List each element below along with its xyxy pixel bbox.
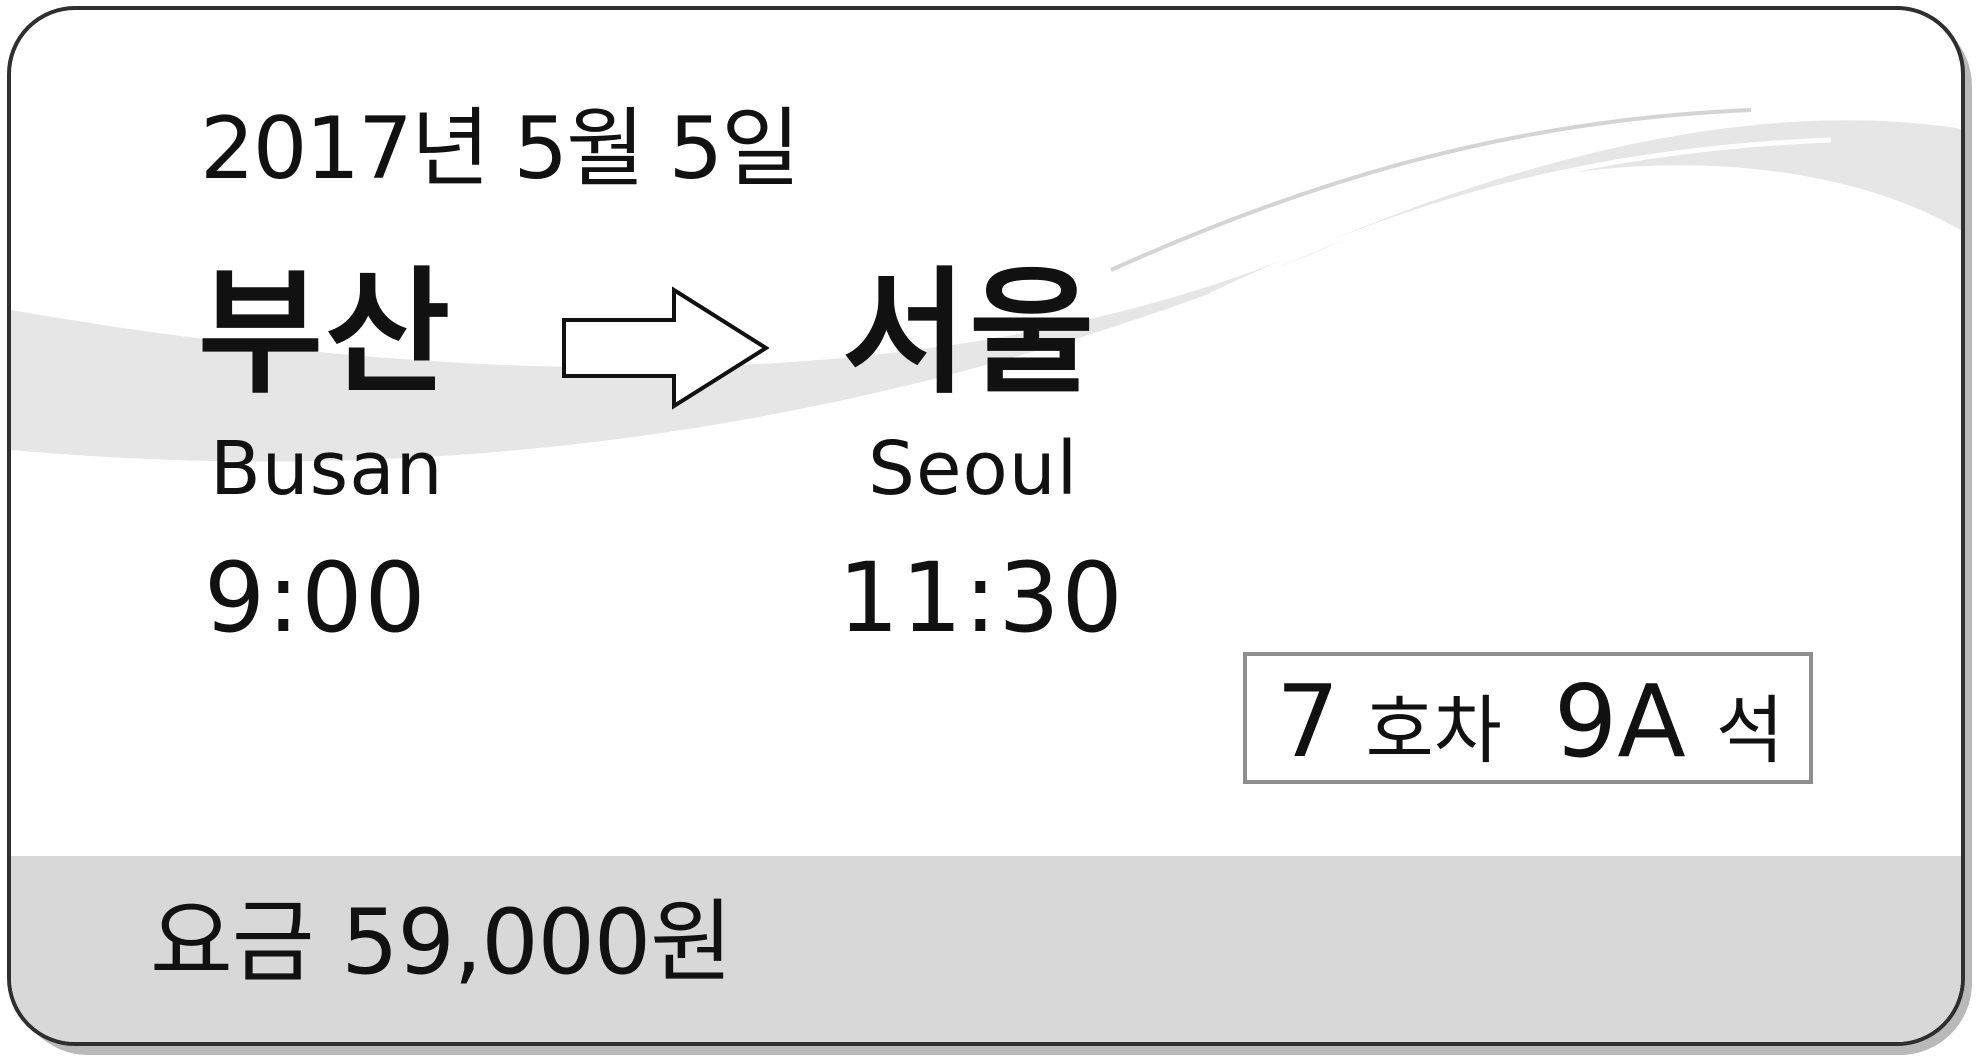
seat-unit-label: 석 (1715, 688, 1784, 774)
decorative-swoosh (11, 102, 1961, 462)
destination-city-english: Seoul (868, 426, 1079, 512)
train-ticket (7, 6, 1965, 1046)
travel-date: 2017년 5월 5일 (200, 99, 800, 199)
right-arrow-icon (562, 286, 770, 410)
fare-amount: 요금 59,000원 (150, 890, 733, 995)
car-unit-label: 호차 (1365, 688, 1502, 774)
destination-city-korean: 서울 (842, 255, 1097, 413)
fare-band (11, 856, 1961, 1042)
origin-city-korean: 부산 (198, 255, 453, 413)
origin-city-english: Busan (210, 426, 444, 512)
seat-info: 7 호차 9A 석 (1276, 672, 1784, 772)
arrival-time: 11:30 (838, 542, 1125, 654)
seat-number: 9A (1553, 663, 1686, 780)
car-number: 7 (1276, 663, 1340, 780)
departure-time: 9:00 (204, 542, 428, 654)
seat-info-box (1243, 652, 1813, 784)
